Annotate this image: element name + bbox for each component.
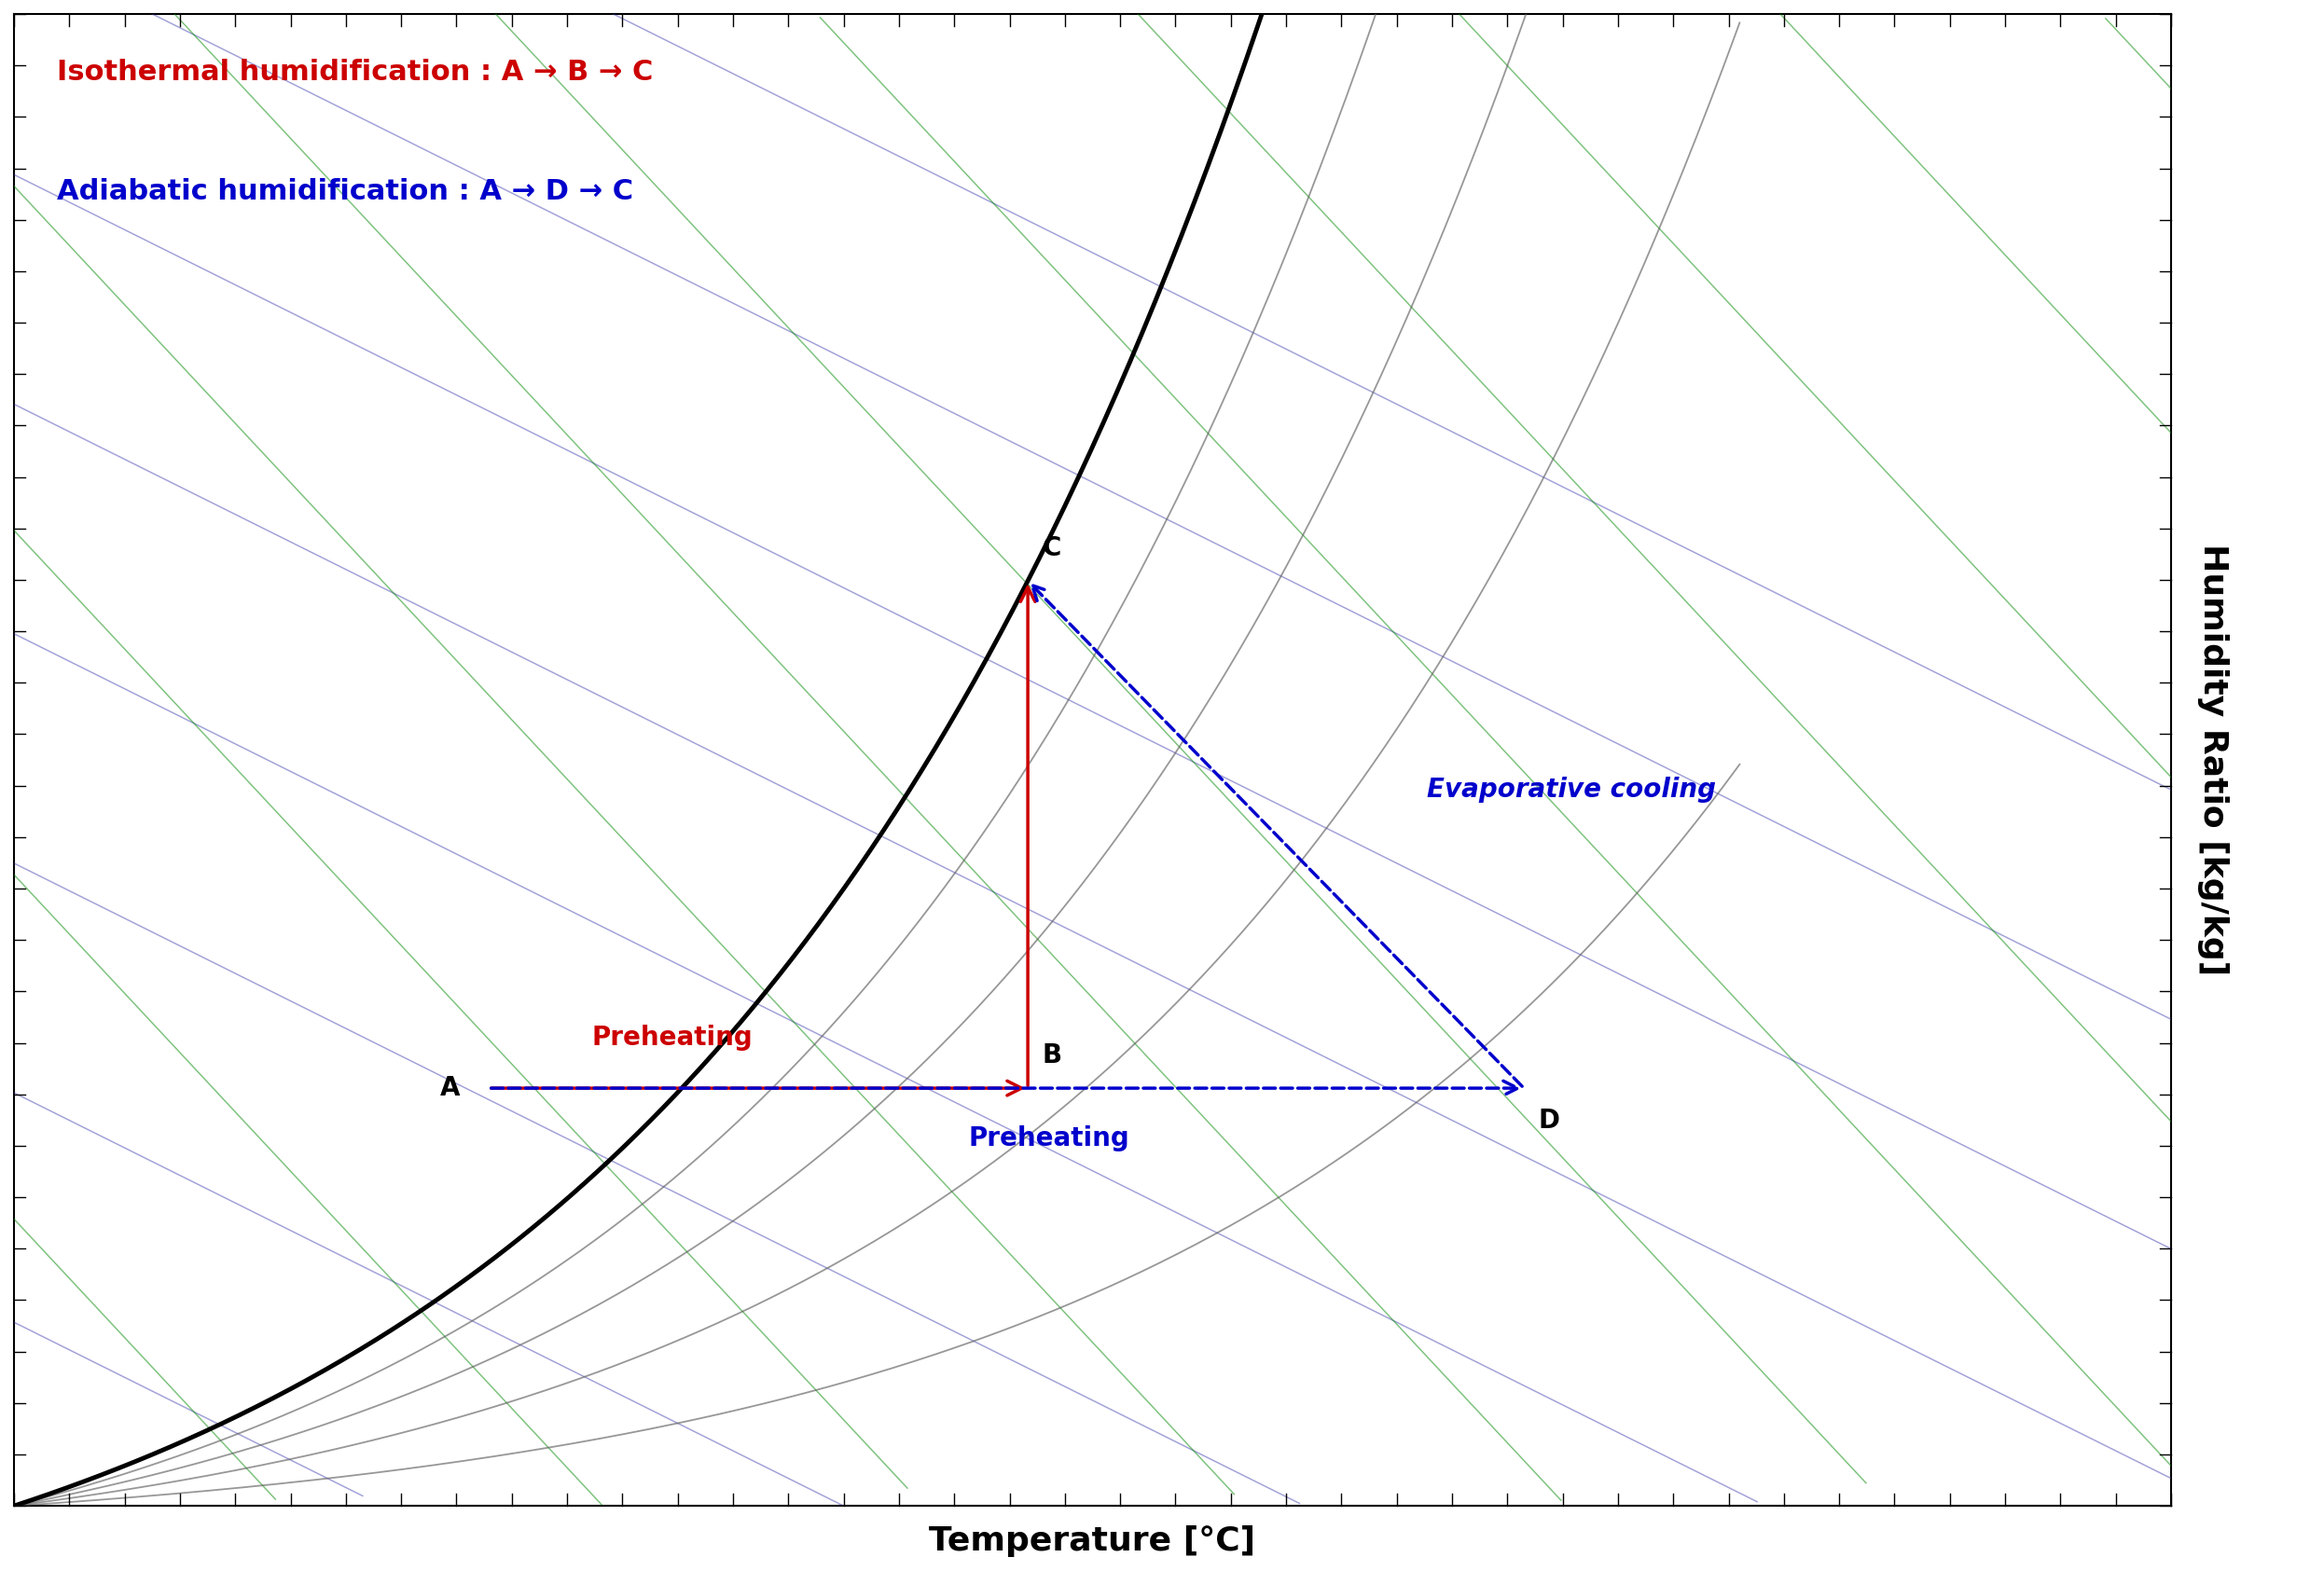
Text: B: B	[1041, 1043, 1062, 1068]
Text: Adiabatic humidification : A → D → C: Adiabatic humidification : A → D → C	[58, 178, 634, 206]
Y-axis label: Humidity Ratio [kg/kg]: Humidity Ratio [kg/kg]	[2196, 544, 2229, 976]
Text: Isothermal humidification : A → B → C: Isothermal humidification : A → B → C	[58, 58, 653, 86]
X-axis label: Temperature [°C]: Temperature [°C]	[930, 1525, 1255, 1557]
Text: Evaporative cooling: Evaporative cooling	[1427, 776, 1715, 803]
Text: D: D	[1538, 1108, 1559, 1134]
Text: Preheating: Preheating	[969, 1125, 1129, 1152]
Text: Preheating: Preheating	[590, 1024, 753, 1051]
Text: C: C	[1041, 536, 1060, 561]
Text: A: A	[442, 1075, 460, 1101]
